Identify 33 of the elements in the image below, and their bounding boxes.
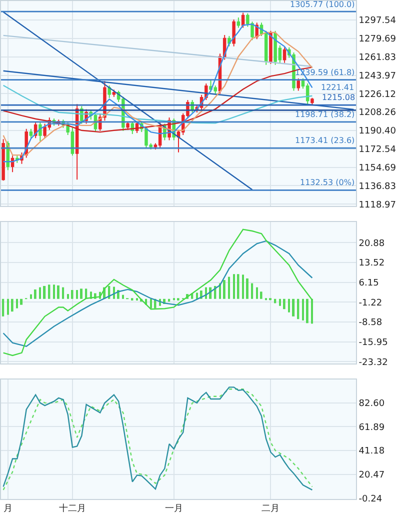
y-tick-label: -23.32	[358, 358, 388, 368]
y-tick-label: 13.52	[358, 258, 385, 269]
y-tick-label: 1190.40	[358, 126, 396, 137]
ref-line-label: 1215.08	[322, 93, 356, 102]
y-tick-label: 1136.83	[358, 182, 396, 192]
y-tick-label: -15.95	[358, 338, 388, 348]
y-tick-label: 82.60	[358, 399, 385, 410]
y-tick-label: 1172.54	[358, 145, 396, 156]
annotation: 1221.41	[321, 83, 354, 92]
y-tick-label: 1261.83	[358, 53, 396, 63]
y-tick-label: 6.15	[358, 278, 379, 288]
y-tick-label: -8.58	[358, 318, 382, 328]
y-tick-label: 1226.12	[358, 90, 396, 100]
y-tick-label: 1297.54	[358, 16, 396, 26]
y-tick-label: 1154.69	[358, 163, 396, 174]
y-tick-label: 1208.26	[358, 108, 396, 118]
y-tick-label: 41.18	[358, 446, 385, 457]
ref-line-label: 1305.77 (100.0)	[290, 0, 355, 9]
y-tick-label: 20.88	[358, 238, 385, 249]
x-tick-label: 十二月	[58, 502, 86, 514]
y-tick-label: 1243.97	[358, 71, 396, 82]
x-tick-label: 二月	[262, 504, 280, 514]
y-tick-label: 20.47	[358, 470, 385, 480]
y-tick-label: -0.24	[358, 494, 382, 504]
x-tick-label: 月	[3, 504, 12, 514]
y-tick-label: 61.89	[358, 422, 385, 433]
y-tick-label: 1279.69	[358, 34, 396, 45]
ref-line-label: 1198.71 (38.2)	[295, 110, 355, 119]
y-tick-label: 1118.97	[358, 200, 396, 210]
ref-line-label: 1132.53 (0%)	[300, 178, 355, 187]
ref-line-label: 1173.41 (23.6)	[295, 136, 355, 145]
x-tick-label: 一月	[164, 504, 183, 514]
y-tick-label: -1.22	[358, 298, 382, 308]
